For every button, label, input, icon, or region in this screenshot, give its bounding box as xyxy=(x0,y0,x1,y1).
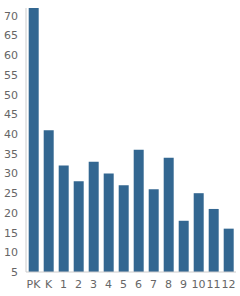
svg-text:15: 15 xyxy=(8,227,18,240)
svg-text:6: 6 xyxy=(135,278,142,291)
svg-text:60: 60 xyxy=(8,49,18,62)
svg-text:35: 35 xyxy=(8,148,18,161)
svg-text:11: 11 xyxy=(207,278,221,291)
svg-text:2: 2 xyxy=(75,278,82,291)
svg-text:10: 10 xyxy=(8,246,18,259)
svg-text:55: 55 xyxy=(8,69,18,82)
svg-text:50: 50 xyxy=(8,89,18,102)
svg-text:10: 10 xyxy=(192,278,206,291)
svg-text:65: 65 xyxy=(8,29,18,42)
svg-text:45: 45 xyxy=(8,108,18,121)
svg-text:K: K xyxy=(45,278,53,291)
svg-text:5: 5 xyxy=(120,278,127,291)
svg-text:PK: PK xyxy=(27,278,42,291)
svg-text:30: 30 xyxy=(8,167,18,180)
svg-text:4: 4 xyxy=(105,278,112,291)
svg-text:8: 8 xyxy=(165,278,172,291)
svg-text:9: 9 xyxy=(180,278,187,291)
svg-text:70: 70 xyxy=(8,10,18,23)
svg-text:1: 1 xyxy=(60,278,67,291)
svg-text:7: 7 xyxy=(150,278,157,291)
svg-text:40: 40 xyxy=(8,128,18,141)
svg-text:12: 12 xyxy=(222,278,233,291)
svg-text:20: 20 xyxy=(8,207,18,220)
svg-text:5: 5 xyxy=(11,266,18,279)
svg-text:3: 3 xyxy=(90,278,97,291)
svg-text:25: 25 xyxy=(8,187,18,200)
